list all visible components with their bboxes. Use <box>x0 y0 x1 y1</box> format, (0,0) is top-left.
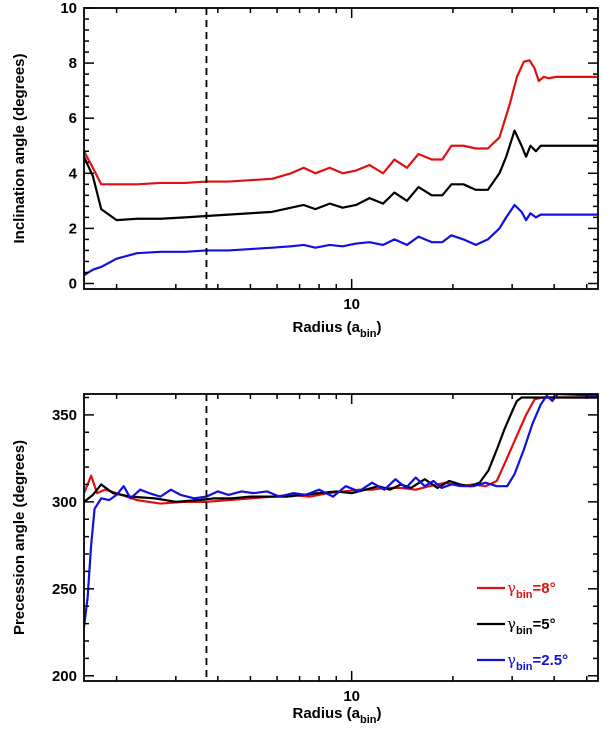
y-tick-label: 300 <box>52 494 77 511</box>
series-line-0 <box>84 396 598 505</box>
y-tick-label: 350 <box>52 407 77 424</box>
x-tick-label: 10 <box>343 296 360 313</box>
y-axis-title: Inclination angle (degrees) <box>11 53 28 243</box>
series-line-1 <box>84 129 598 222</box>
inclination-panel: 10 0 2 4 6 8 10 Inclination angle (degrees) Radi… <box>11 0 599 340</box>
y-tick-label: 6 <box>69 110 77 127</box>
y-axis-title: Precession angle (degrees) <box>11 440 28 635</box>
y-tick-label: 0 <box>69 275 77 292</box>
y-tick-label: 10 <box>60 0 77 17</box>
y-tick-label: 4 <box>69 165 78 182</box>
legend-entry: γbin=8° <box>507 579 556 601</box>
series-line-1 <box>84 396 598 503</box>
x-axis-title: Radius (abin) <box>292 319 381 340</box>
y-tick-label: 200 <box>52 668 77 685</box>
series-line-2 <box>84 394 598 628</box>
plot-frame <box>83 7 599 290</box>
legend: γbin=8° γbin=5° γbin=2.5° <box>477 579 568 673</box>
precession-panel: 10 200 250 300 350 Precession angle (degrees)… <box>11 393 599 726</box>
plot-frame <box>83 393 599 682</box>
x-tick-label: 10 <box>343 688 360 705</box>
y-tick-label: 2 <box>69 220 77 237</box>
legend-entry: γbin=5° <box>507 615 556 637</box>
y-tick-label: 8 <box>69 55 77 72</box>
series-line-2 <box>84 203 598 277</box>
series-group <box>84 394 598 628</box>
legend-entry: γbin=2.5° <box>507 651 568 673</box>
y-tick-label: 250 <box>52 581 77 598</box>
series-group <box>84 59 598 277</box>
series-line-0 <box>84 59 598 186</box>
x-axis-title: Radius (abin) <box>292 705 381 726</box>
